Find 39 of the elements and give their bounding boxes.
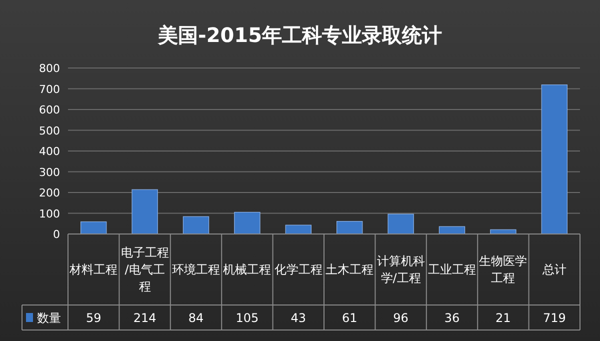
x-tick-label: 土木工程 [326,262,374,276]
x-tick-label: 环境工程 [172,262,220,276]
data-label: 96 [393,311,408,325]
bar [541,84,568,234]
x-tick-label: 电子工程/电气工程 [120,246,169,294]
y-tick-label: 600 [39,104,60,116]
y-tick-label: 400 [39,145,60,158]
x-tick-label: 机械工程 [223,262,272,276]
x-tick-label: 材料工程 [68,262,118,276]
bar [182,216,210,234]
bar [80,221,107,234]
y-tick-label: 200 [39,186,60,200]
y-tick-label: 700 [39,82,60,96]
y-tick-label: 0 [53,228,60,241]
y-tick-label: 300 [39,166,60,179]
y-tick-label: 800 [39,62,60,75]
bar [438,226,466,234]
data-label: 719 [542,311,566,325]
bar [132,189,158,234]
bar [336,221,363,234]
data-label: 105 [236,311,259,325]
y-tick-label: 100 [39,207,60,220]
legend-label: 数量 [37,311,61,325]
data-label: 36 [444,311,460,325]
data-label: 61 [342,311,358,325]
bar [388,214,414,234]
x-tick-label: 工业工程 [428,262,476,276]
data-label: 214 [133,311,156,325]
bar [234,212,260,234]
chart-title: 美国-2015年工科专业录取统计 [157,23,442,47]
x-tick-label: 化学工程 [274,262,322,276]
data-label: 21 [496,311,511,325]
data-label: 59 [86,311,102,325]
data-label: 84 [188,311,204,325]
x-tick-label: 计算机科学/工程 [376,254,425,285]
data-label: 43 [290,311,306,325]
y-tick-label: 500 [39,124,60,138]
x-tick-label: 生物医学工程 [479,254,528,285]
x-tick-label: 总计 [541,262,566,276]
